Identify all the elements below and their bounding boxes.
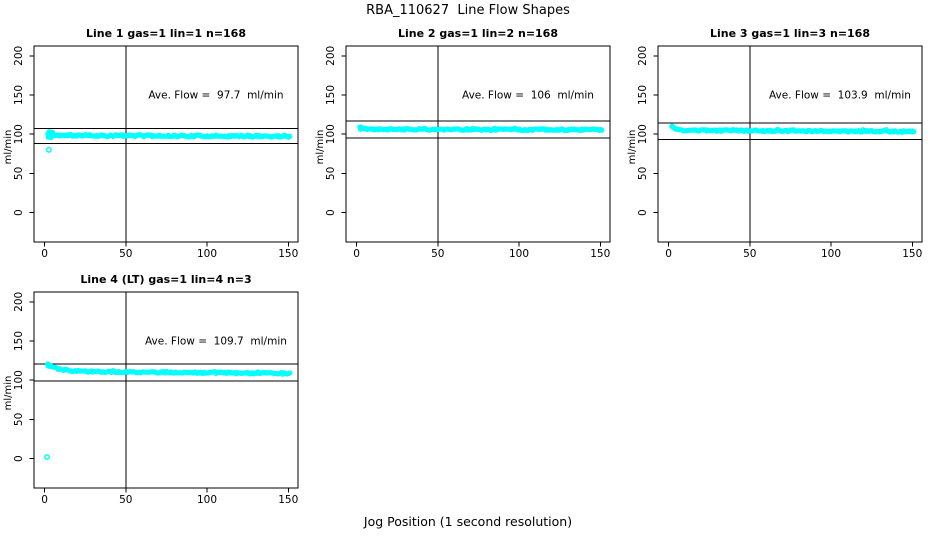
x-tick-label: 50 [119,248,132,260]
x-tick-label: 0 [41,494,48,506]
axes-box [345,45,611,243]
outlier-point [44,454,50,460]
x-axis: 0 50 100 150 [353,242,610,260]
y-tick-label: 50 [325,167,337,180]
data-points [669,123,917,135]
x-tick-label: 100 [821,248,841,260]
x-tick-label: 150 [278,248,298,260]
y-tick-label: 100 [13,370,25,390]
y-axis-label: ml/min [315,130,326,165]
figure-main-title: RBA_110627 Line Flow Shapes [366,3,570,18]
x-axis-outer-label: Jog Position (1 second resolution) [363,514,573,529]
axes-box [657,45,923,243]
y-tick-label: 150 [325,85,337,105]
x-axis: 0 50 100 150 [665,242,922,260]
axes-box [33,291,299,489]
y-axis-label: ml/min [3,130,14,165]
x-tick-label: 0 [41,248,48,260]
y-tick-label: 150 [13,85,25,105]
y-tick-label: 200 [325,46,337,66]
y-tick-label: 0 [13,455,25,462]
subplot-title: Line 4 (LT) gas=1 lin=4 n=3 [80,273,251,286]
subplot-title: Line 2 gas=1 lin=2 n=168 [398,27,558,40]
y-axis-label: ml/min [3,376,14,411]
reference-lines [658,46,922,242]
y-tick-label: 50 [13,413,25,426]
outlier-point [45,146,52,153]
y-axis: 0 50 100 150 200 [637,46,658,216]
x-tick-label: 50 [743,248,756,260]
reference-lines [34,292,298,488]
y-axis: 0 50 100 150 200 [13,292,34,462]
subplot-title: Line 3 gas=1 lin=3 n=168 [710,27,870,40]
x-axis: 0 50 100 150 [41,488,298,506]
ave-flow-annotation: Ave. Flow = 109.7 ml/min [145,336,287,348]
y-tick-label: 50 [637,167,649,180]
data-points [357,124,605,134]
y-tick-label: 0 [325,209,337,216]
y-axis-label: ml/min [627,130,638,165]
subplot-title: Line 1 gas=1 lin=1 n=168 [86,27,246,40]
y-tick-label: 0 [13,209,25,216]
data-points [44,361,293,460]
x-tick-label: 150 [590,248,610,260]
y-tick-label: 100 [13,124,25,144]
ave-flow-annotation: Ave. Flow = 106 ml/min [462,90,594,102]
subplot-line-4: 0 50 100 150 0 50 100 150 200 ml/min Ave. Flow = 1… [3,273,299,506]
y-tick-label: 200 [13,46,25,66]
x-axis: 0 50 100 150 [41,242,298,260]
reference-lines [34,46,298,242]
subplot-line-3: 0 50 100 150 0 50 100 150 200 ml/min Ave. Flow = 1… [627,27,923,260]
subplot-line-2: 0 50 100 150 0 50 100 150 200 ml/min Ave. Flow = 1… [315,27,611,260]
y-axis: 0 50 100 150 200 [13,46,34,216]
x-tick-label: 100 [197,248,217,260]
y-tick-label: 100 [637,124,649,144]
data-points [45,129,293,153]
x-tick-label: 100 [509,248,529,260]
y-tick-label: 150 [637,85,649,105]
x-tick-label: 50 [431,248,444,260]
x-tick-label: 150 [278,494,298,506]
x-tick-label: 0 [353,248,360,260]
x-tick-label: 0 [665,248,672,260]
x-tick-label: 100 [197,494,217,506]
y-tick-label: 100 [325,124,337,144]
y-tick-label: 50 [13,167,25,180]
reference-lines [346,46,610,242]
subplot-line-1: 0 50 100 150 0 50 100 150 200 ml/min Ave. Flow = 9… [3,27,299,260]
y-axis: 0 50 100 150 200 [325,46,346,216]
x-tick-label: 150 [902,248,922,260]
y-tick-label: 150 [13,331,25,351]
y-tick-label: 200 [13,292,25,312]
y-tick-label: 200 [637,46,649,66]
y-tick-label: 0 [637,209,649,216]
ave-flow-annotation: Ave. Flow = 97.7 ml/min [148,90,283,102]
x-tick-label: 50 [119,494,132,506]
ave-flow-annotation: Ave. Flow = 103.9 ml/min [769,90,911,102]
